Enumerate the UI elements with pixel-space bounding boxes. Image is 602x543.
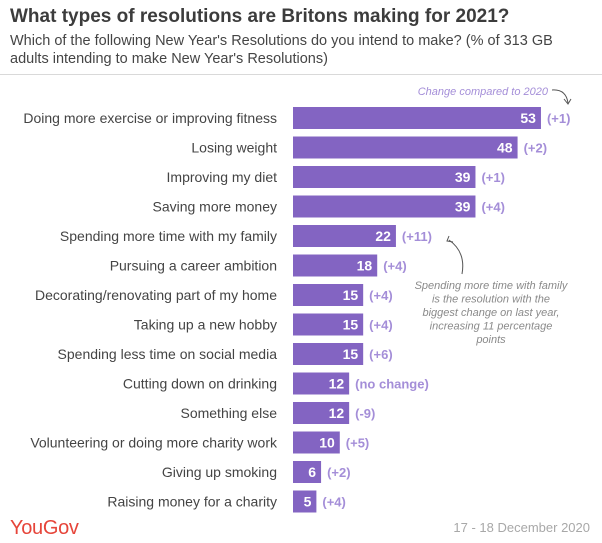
change-label: (+4) <box>369 288 392 303</box>
bar <box>293 402 350 424</box>
category-label: Cutting down on drinking <box>123 376 277 392</box>
bar <box>293 313 364 336</box>
bar-value-label: 15 <box>343 287 359 303</box>
bar-value-label: 15 <box>343 317 359 333</box>
change-legend-annotation: Change compared to 2020 <box>418 86 549 98</box>
change-label: (+11) <box>402 229 432 244</box>
change-label: (no change) <box>355 377 429 392</box>
change-label: (-9) <box>355 406 375 421</box>
change-label: (+4) <box>481 200 504 215</box>
bar-value-label: 15 <box>343 346 359 362</box>
category-label: Raising money for a charity <box>107 494 277 510</box>
family-annotation-line: is the resolution with the <box>432 294 550 306</box>
category-label: Losing weight <box>191 140 277 156</box>
header-divider <box>0 74 602 75</box>
survey-date: 17 - 18 December 2020 <box>453 520 590 535</box>
category-label: Volunteering or doing more charity work <box>30 435 278 451</box>
category-label: Giving up smoking <box>162 464 277 480</box>
family-annotation-arrow <box>448 239 464 275</box>
bar-value-label: 5 <box>304 494 312 510</box>
change-label: (+5) <box>346 436 369 451</box>
category-label: Improving my diet <box>167 169 278 185</box>
bar <box>293 225 396 247</box>
change-label: (+4) <box>369 318 392 333</box>
bar <box>293 107 541 129</box>
bar-value-label: 48 <box>497 140 513 156</box>
bar <box>293 195 476 218</box>
category-label: Spending more time with my family <box>60 228 277 244</box>
change-label: (+4) <box>383 259 406 274</box>
family-annotation: Spending more time with family is the res… <box>415 280 569 346</box>
bar-value-label: 53 <box>520 110 536 126</box>
change-label: (+1) <box>481 170 504 185</box>
bar <box>293 431 340 454</box>
category-label: Something else <box>180 405 277 421</box>
bar-value-label: 39 <box>455 169 471 185</box>
category-label: Pursuing a career ambition <box>110 258 277 274</box>
family-annotation-line: points <box>475 334 506 346</box>
bar <box>293 254 378 277</box>
category-label: Spending less time on social media <box>58 346 278 362</box>
bar-value-label: 18 <box>357 258 373 274</box>
change-label: (+2) <box>327 465 350 480</box>
bar <box>293 372 350 395</box>
yougov-logo: YouGov <box>10 517 79 539</box>
change-label: (+2) <box>524 141 547 156</box>
category-label: Decorating/renovating part of my home <box>35 287 277 303</box>
bar <box>293 166 476 188</box>
category-label: Doing more exercise or improving fitness <box>23 110 277 126</box>
bar <box>293 461 322 483</box>
bar <box>293 284 364 306</box>
bar-value-label: 12 <box>329 405 345 421</box>
bar <box>293 343 364 365</box>
bar <box>293 136 518 159</box>
family-annotation-line: increasing 11 percentage <box>430 321 553 333</box>
bar-value-label: 12 <box>329 376 345 392</box>
category-label: Saving more money <box>152 199 277 215</box>
family-annotation-line: biggest change on last year, <box>423 307 560 319</box>
bar-value-label: 6 <box>308 464 316 480</box>
change-label: (+6) <box>369 347 392 362</box>
category-label: Taking up a new hobby <box>134 317 277 333</box>
bar-value-label: 39 <box>455 199 471 215</box>
chart-title: What types of resolutions are Britons ma… <box>10 6 510 27</box>
family-annotation-line: Spending more time with family <box>415 280 569 292</box>
bar-value-label: 10 <box>319 435 335 451</box>
change-legend-arrow <box>551 89 569 104</box>
change-label: (+4) <box>322 495 345 510</box>
bar <box>293 490 317 513</box>
change-legend-arrowhead <box>563 98 572 105</box>
change-label: (+1) <box>547 111 570 126</box>
chart-subtitle: Which of the following New Year's Resolu… <box>10 33 553 67</box>
family-annotation-arrowhead <box>446 235 454 243</box>
bar-value-label: 22 <box>375 228 391 244</box>
